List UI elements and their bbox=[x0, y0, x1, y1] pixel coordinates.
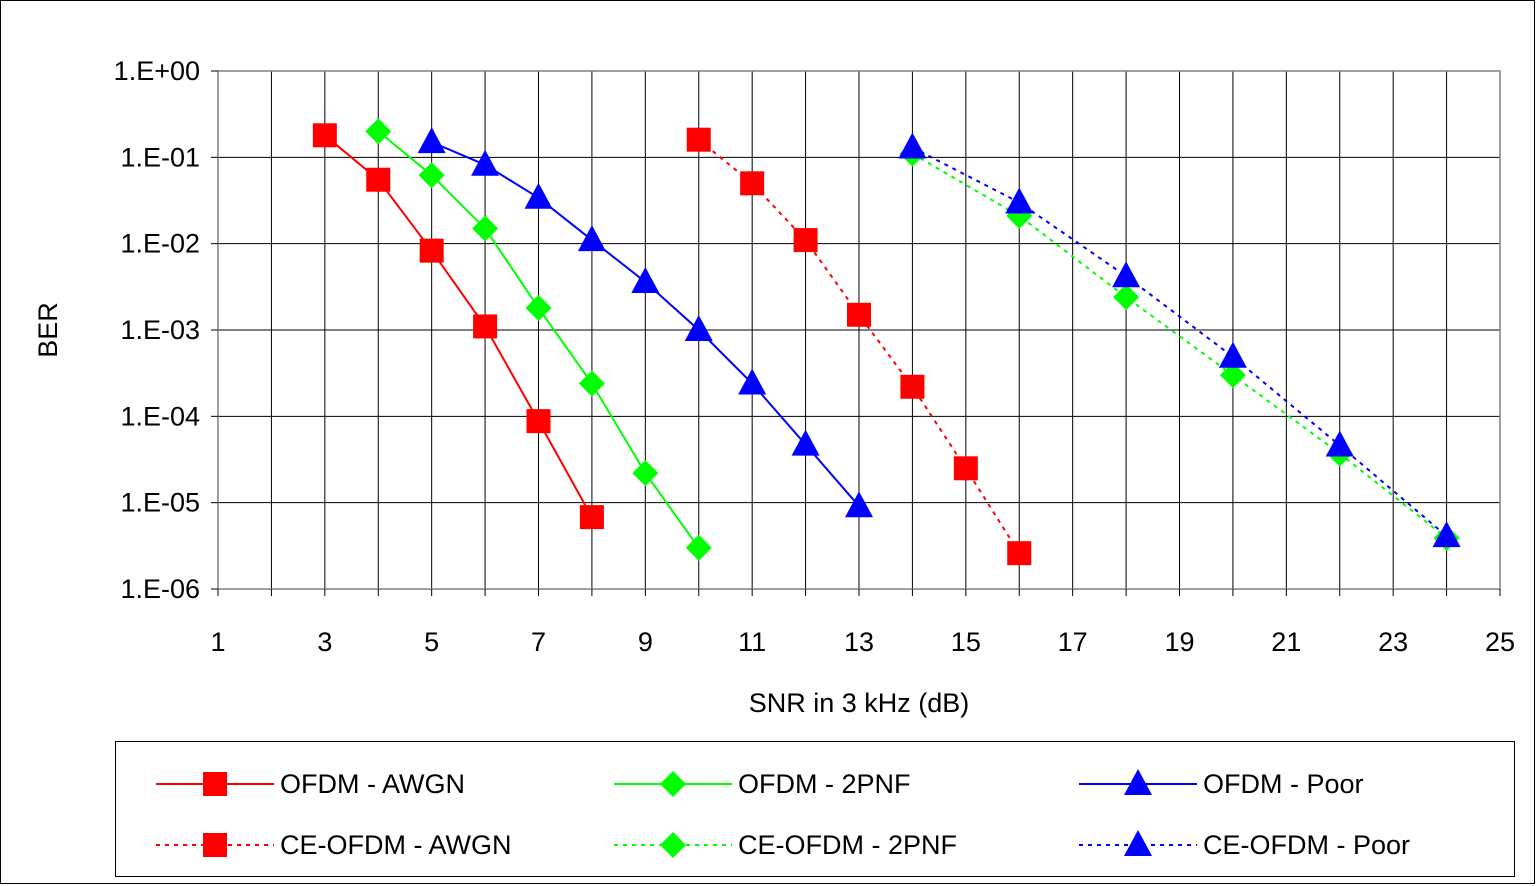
x-tick-label: 17 bbox=[1058, 627, 1088, 657]
legend-marker bbox=[660, 832, 686, 858]
x-tick-label: 1 bbox=[210, 627, 225, 657]
data-point bbox=[472, 215, 499, 242]
data-point bbox=[631, 266, 660, 293]
legend-item: CE-OFDM - AWGN bbox=[156, 825, 511, 865]
x-tick-label: 19 bbox=[1164, 627, 1194, 657]
series-3 bbox=[686, 127, 1032, 566]
data-point bbox=[1113, 284, 1140, 311]
data-point bbox=[312, 123, 337, 148]
legend-marker bbox=[1124, 830, 1152, 856]
data-point bbox=[578, 370, 605, 397]
x-tick-label: 21 bbox=[1271, 627, 1301, 657]
legend-line-ce-ofdm-poor bbox=[1079, 830, 1197, 856]
x-tick-label: 23 bbox=[1378, 627, 1408, 657]
x-tick-label: 25 bbox=[1485, 627, 1515, 657]
series-5 bbox=[898, 132, 1461, 548]
data-point bbox=[740, 171, 765, 196]
data-point bbox=[473, 314, 498, 339]
legend-marker bbox=[660, 771, 686, 797]
y-tick-label: 1.E-03 bbox=[120, 315, 200, 345]
x-tick-label: 3 bbox=[317, 627, 332, 657]
data-point bbox=[686, 127, 711, 152]
data-point bbox=[1325, 430, 1354, 457]
data-point bbox=[845, 491, 873, 518]
y-tick-label: 1.E-06 bbox=[120, 574, 200, 604]
data-point bbox=[417, 127, 446, 154]
legend-label: OFDM - 2PNF bbox=[738, 768, 911, 799]
legend-item: OFDM - Poor bbox=[1079, 764, 1364, 804]
y-tick-label: 1.E+00 bbox=[114, 56, 200, 86]
data-point bbox=[419, 238, 444, 263]
data-point bbox=[525, 294, 552, 321]
x-tick-label: 9 bbox=[638, 627, 653, 657]
x-axis-title: SNR in 3 kHz (dB) bbox=[749, 688, 970, 718]
data-point bbox=[1007, 541, 1032, 566]
x-tick-label: 5 bbox=[424, 627, 439, 657]
data-point bbox=[1432, 521, 1461, 548]
data-point bbox=[898, 132, 927, 159]
x-tick-label: 7 bbox=[531, 627, 546, 657]
y-tick-label: 1.E-02 bbox=[120, 229, 200, 259]
legend-item: CE-OFDM - Poor bbox=[1079, 825, 1410, 865]
data-point bbox=[684, 315, 713, 341]
data-point bbox=[1218, 341, 1247, 368]
legend-line-ofdm-2pnf bbox=[614, 771, 732, 797]
series-group bbox=[312, 118, 1461, 566]
legend-marker bbox=[1124, 769, 1152, 795]
data-point bbox=[953, 456, 978, 481]
data-point bbox=[471, 149, 500, 176]
legend-item: OFDM - AWGN bbox=[156, 764, 465, 804]
legend-line-ce-ofdm-awgn bbox=[156, 833, 274, 857]
legend-label: CE-OFDM - AWGN bbox=[280, 829, 512, 860]
legend-item: OFDM - 2PNF bbox=[614, 764, 911, 804]
legend-marker bbox=[203, 833, 227, 857]
series-1 bbox=[365, 118, 712, 561]
series-line bbox=[911, 146, 1448, 537]
data-point bbox=[685, 534, 712, 561]
legend-line-ofdm-poor bbox=[1079, 769, 1197, 795]
data-point bbox=[1005, 187, 1034, 214]
legend-label: OFDM - Poor bbox=[1203, 768, 1364, 799]
y-tick-label: 1.E-01 bbox=[120, 142, 200, 172]
data-point bbox=[632, 460, 659, 487]
data-point bbox=[1112, 261, 1141, 288]
data-point bbox=[365, 118, 392, 145]
series-2 bbox=[417, 127, 873, 518]
data-point bbox=[1219, 362, 1246, 389]
data-point bbox=[579, 505, 604, 530]
x-tick-label: 13 bbox=[844, 627, 874, 657]
legend-label: CE-OFDM - 2PNF bbox=[738, 829, 957, 860]
data-point bbox=[738, 368, 767, 395]
x-tick-label: 11 bbox=[738, 627, 766, 657]
data-point bbox=[526, 409, 551, 434]
data-point bbox=[793, 228, 818, 253]
legend-line-ce-ofdm-2pnf bbox=[614, 832, 732, 858]
data-point bbox=[524, 182, 553, 209]
legend-line-ofdm-awgn bbox=[156, 772, 274, 796]
y-tick-label: 1.E-04 bbox=[120, 401, 200, 431]
legend-label: OFDM - AWGN bbox=[280, 768, 465, 799]
data-point bbox=[366, 167, 391, 192]
legend-marker bbox=[203, 772, 227, 796]
y-axis-title: BER bbox=[33, 302, 63, 358]
axis-ticks: 1 3 5 7 9 11 13 15 17 19 21 23 251.E+001.E-011.E-021… bbox=[114, 56, 1515, 657]
data-point bbox=[847, 302, 871, 327]
legend-label: CE-OFDM - Poor bbox=[1203, 829, 1411, 860]
data-point bbox=[791, 429, 820, 456]
x-tick-label: 15 bbox=[951, 627, 981, 657]
legend: OFDM - AWGN OFDM - 2PNF OFDM - Poor CE-O… bbox=[115, 741, 1515, 877]
data-point bbox=[577, 225, 606, 252]
legend-item: CE-OFDM - 2PNF bbox=[614, 825, 957, 865]
series-0 bbox=[312, 123, 604, 530]
data-point bbox=[418, 162, 445, 189]
series-line bbox=[911, 152, 1448, 539]
y-tick-label: 1.E-05 bbox=[120, 488, 200, 518]
data-point bbox=[900, 374, 925, 399]
